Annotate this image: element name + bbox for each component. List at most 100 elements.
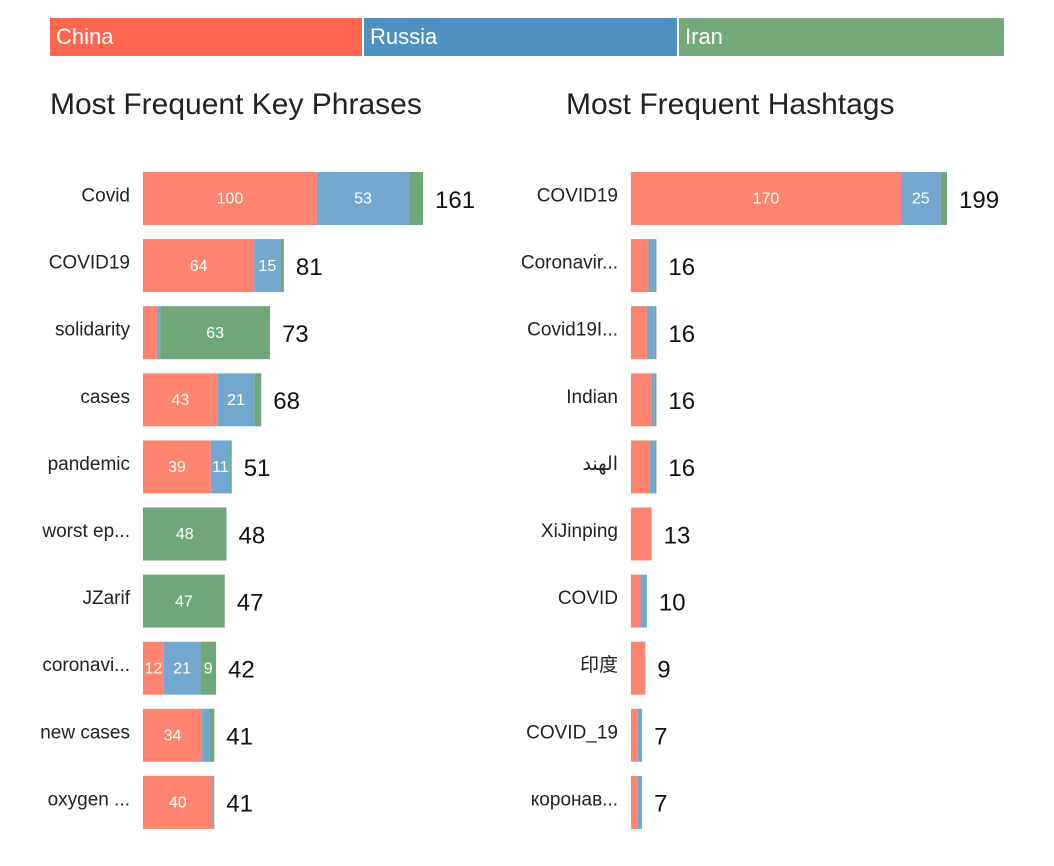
total-value-label: 16 [668, 455, 695, 482]
bar-segment-china[interactable] [143, 641, 164, 695]
category-label: solidarity [55, 320, 130, 341]
bar-segment-china[interactable] [143, 172, 317, 225]
bar-segment-china[interactable] [631, 373, 652, 427]
bar-row: Coronavir... 16 [521, 239, 695, 293]
category-label: new cases [40, 722, 130, 743]
bar-segment-iran[interactable] [143, 574, 225, 628]
bar-segment-iran[interactable] [654, 440, 657, 494]
bar-segment-iran[interactable] [940, 172, 947, 225]
legend-item-iran[interactable]: Iran [679, 18, 1004, 56]
category-label: الهند [582, 454, 618, 475]
bar-segment-china[interactable] [143, 775, 213, 829]
bar-segment-iran[interactable] [160, 306, 270, 360]
segment-value-label: 170 [753, 191, 780, 208]
bar-segment-china[interactable] [631, 574, 641, 628]
bar-segment-china[interactable] [143, 239, 255, 293]
bar-segment-russia[interactable] [217, 373, 255, 427]
bar-row: COVID_19 7 [526, 708, 667, 762]
bar-segment-iran[interactable] [200, 641, 217, 695]
bar-row: Covid 100 53 161 [81, 172, 475, 225]
legend-label: Russia [370, 24, 438, 49]
bar-segment-russia[interactable] [648, 239, 655, 293]
segment-value-label: 47 [175, 593, 193, 610]
bar-segment-china[interactable] [631, 775, 638, 829]
legend-item-china[interactable]: China [50, 18, 364, 56]
category-label: Coronavir... [521, 253, 618, 274]
segment-value-label: 25 [912, 191, 930, 208]
category-label: coronavi... [42, 655, 130, 676]
total-value-label: 16 [668, 321, 695, 348]
bar-segment-china[interactable] [631, 306, 647, 360]
legend: China Russia Iran [50, 18, 1004, 56]
legend-item-russia[interactable]: Russia [364, 18, 679, 56]
total-value-label: 41 [226, 724, 253, 751]
bar-segment-china[interactable] [143, 373, 218, 427]
bar-segment-china[interactable] [143, 440, 211, 494]
bar-row: JZarif 47 47 [83, 574, 263, 628]
bar-segment-iran[interactable] [143, 507, 227, 561]
chart-title-hashtags: Most Frequent Hashtags [566, 88, 895, 121]
category-label: pandemic [48, 454, 130, 475]
bar-row: XiJinping 13 [541, 507, 690, 561]
bar-segment-china[interactable] [631, 507, 652, 561]
category-label: oxygen ... [48, 789, 130, 810]
bar-row: коронав... 7 [531, 775, 667, 829]
bar-segment-china[interactable] [631, 172, 901, 225]
bar-segment-russia[interactable] [900, 172, 941, 225]
total-value-label: 161 [435, 187, 475, 214]
bar-segment-iran[interactable] [254, 373, 262, 427]
bar-segment-china[interactable] [143, 708, 203, 762]
bar-segment-russia[interactable] [651, 373, 655, 427]
segment-value-label: 21 [173, 660, 191, 677]
bar-segment-china[interactable] [631, 440, 651, 494]
total-value-label: 10 [659, 589, 686, 616]
bar-segment-russia[interactable] [637, 775, 643, 829]
chart-title-key-phrases: Most Frequent Key Phrases [50, 88, 422, 121]
bar-segment-russia[interactable] [163, 641, 201, 695]
bar-segment-russia[interactable] [316, 172, 410, 225]
bar-segment-iran[interactable] [280, 239, 284, 293]
total-value-label: 199 [959, 187, 999, 214]
bar-segment-iran[interactable] [209, 708, 215, 762]
bar-row: COVID 10 [558, 574, 686, 628]
bar-segment-china[interactable] [631, 641, 646, 695]
bar-segment-iran[interactable] [229, 440, 232, 494]
legend-label: China [56, 24, 114, 49]
bar-segment-russia[interactable] [650, 440, 655, 494]
segment-value-label: 43 [171, 392, 189, 409]
category-label: Covid [81, 186, 130, 207]
bar-segment-russia[interactable] [202, 708, 210, 762]
legend-label: Iran [685, 24, 723, 49]
bar-row: oxygen ... 40 41 [48, 775, 253, 829]
bar-segment-iran[interactable] [409, 172, 423, 225]
bar-segment-russia[interactable] [156, 306, 161, 360]
bar-segment-russia[interactable] [640, 574, 647, 628]
bar-segment-china[interactable] [631, 708, 638, 762]
segment-value-label: 63 [206, 325, 224, 342]
segment-value-label: 15 [258, 258, 276, 275]
bar-segment-russia[interactable] [254, 239, 281, 293]
bar-row: cases 43 21 68 [80, 373, 300, 427]
category-label: COVID [558, 588, 618, 609]
bar-segment-russia[interactable] [210, 440, 230, 494]
segment-value-label: 21 [227, 392, 245, 409]
bar-row: new cases 34 41 [40, 708, 253, 762]
bar-segment-iran[interactable] [654, 373, 657, 427]
segment-value-label: 11 [212, 459, 229, 476]
bar-segment-russia[interactable] [637, 708, 643, 762]
bar-segment-china[interactable] [631, 239, 649, 293]
category-label: COVID19 [49, 253, 130, 274]
total-value-label: 42 [228, 657, 255, 684]
bar-segment-russia[interactable] [646, 306, 655, 360]
segment-value-label: 64 [190, 258, 208, 275]
bar-row: solidarity 63 73 [55, 306, 309, 360]
bar-segment-iran[interactable] [654, 306, 657, 360]
total-value-label: 81 [296, 254, 323, 281]
bar-row: COVID19 64 15 81 [49, 239, 323, 293]
total-value-label: 41 [226, 791, 253, 818]
bar-segment-china[interactable] [143, 306, 157, 360]
bar-segment-russia[interactable] [212, 775, 215, 829]
bar-segment-iran[interactable] [654, 239, 657, 293]
category-label: Covid19I... [527, 320, 618, 341]
bar-row: worst ep... 48 48 [41, 507, 265, 561]
